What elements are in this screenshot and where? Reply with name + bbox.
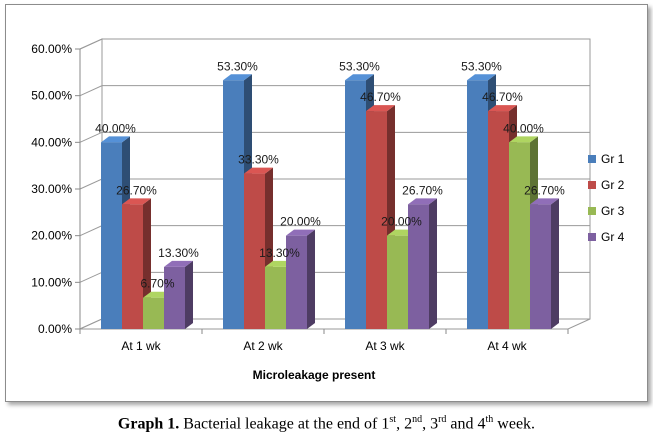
bar-chart: 0.00% 10.00% 20.00% 30.00% 40.00% 50.00% 60.00… [31, 38, 625, 382]
bar-top [467, 74, 496, 81]
bar [509, 142, 530, 329]
legend-label: Gr 2 [601, 178, 625, 192]
bar-top [164, 260, 193, 267]
legend-swatch [588, 181, 596, 189]
legend-swatch [588, 155, 596, 163]
bar-top [223, 74, 252, 81]
gridline [79, 131, 590, 143]
data-label: 13.30% [158, 246, 199, 260]
data-label: 6.70% [140, 277, 174, 291]
x-tick-label: At 1 wk [121, 339, 161, 353]
bar-top [530, 198, 559, 205]
bar [265, 266, 286, 329]
y-tick-label: 20.00% [31, 229, 72, 243]
caption-sup-3: rd [438, 414, 447, 425]
bar-top [101, 136, 130, 143]
bar-top [509, 136, 538, 143]
y-tick-label: 60.00% [31, 42, 72, 56]
caption-text-3: , 3 [422, 415, 439, 433]
gridline [79, 85, 590, 97]
bar-top [488, 105, 517, 112]
bar-top [408, 198, 437, 205]
bar [101, 142, 122, 329]
legend-label: Gr 1 [601, 152, 625, 166]
bar [122, 204, 143, 329]
y-tick-label: 40.00% [31, 135, 72, 149]
bar [387, 235, 408, 329]
caption-sup-2: nd [412, 414, 423, 425]
data-label: 40.00% [503, 121, 544, 135]
figure-caption: Graph 1. Bacterial leakage at the end of… [0, 414, 653, 433]
bar-side [307, 229, 315, 329]
gridline [79, 38, 590, 50]
bar [244, 173, 265, 329]
caption-sup-4: th [485, 414, 494, 425]
bar [467, 80, 488, 330]
data-label: 40.00% [95, 121, 136, 135]
chart-frame: 0.00% 10.00% 20.00% 30.00% 40.00% 50.00% 60.00… [5, 4, 648, 402]
caption-text-5: week. [493, 415, 536, 433]
legend-label: Gr 3 [601, 204, 625, 218]
bar [345, 80, 366, 330]
data-label: 13.30% [259, 246, 300, 260]
data-label: 26.70% [116, 183, 157, 197]
y-tick-label: 10.00% [31, 275, 72, 289]
bar-top [286, 229, 315, 236]
caption-label: Graph 1. [117, 415, 180, 433]
legend-swatch [588, 207, 596, 215]
legend-label: Gr 4 [601, 230, 625, 244]
bar [223, 80, 244, 330]
y-tick-label: 30.00% [31, 182, 72, 196]
data-label: 46.70% [482, 90, 523, 104]
bar-top [244, 167, 273, 174]
data-label: 20.00% [280, 215, 321, 229]
x-tick-label: At 4 wk [487, 339, 527, 353]
bar-top [122, 198, 151, 205]
bar-top [366, 105, 395, 112]
caption-sup-1: st [389, 414, 397, 425]
bar-top [345, 74, 374, 81]
x-tick-label: At 3 wk [365, 339, 405, 353]
bar [408, 204, 429, 329]
y-tick-label: 0.00% [38, 322, 72, 336]
x-tick-label: At 2 wk [243, 339, 283, 353]
data-label: 46.70% [360, 90, 401, 104]
data-label: 53.30% [217, 59, 258, 73]
data-label: 53.30% [461, 59, 502, 73]
bar [286, 235, 307, 329]
bar [488, 111, 509, 329]
data-label: 26.70% [402, 183, 443, 197]
bar-side [551, 198, 559, 329]
caption-text-4: and 4 [446, 415, 486, 433]
legend-swatch [588, 233, 596, 241]
bar [366, 111, 387, 329]
x-axis-title: Microleakage present [253, 368, 376, 382]
data-label: 26.70% [524, 183, 565, 197]
data-label: 33.30% [238, 153, 279, 167]
data-label: 53.30% [339, 59, 380, 73]
bar-side [429, 198, 437, 329]
data-label: 20.00% [381, 215, 422, 229]
bar [143, 297, 164, 329]
bar [164, 266, 185, 329]
bar-side [185, 260, 193, 329]
bar [530, 204, 551, 329]
caption-text-2: , 2 [396, 415, 413, 433]
y-tick-label: 50.00% [31, 89, 72, 103]
caption-text-1: Bacterial leakage at the end of 1 [183, 415, 390, 433]
